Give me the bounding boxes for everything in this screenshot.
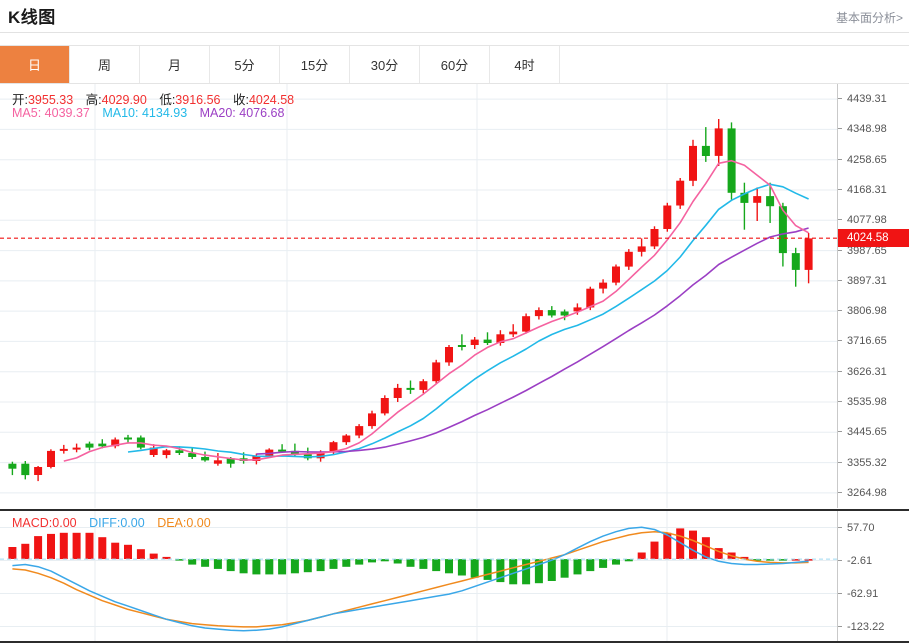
price-axis-tick: 3264.98 (838, 486, 909, 500)
close-label: 收: (232, 93, 249, 107)
macd-panel: MACD:0.00 DIFF:0.00 DEA:0.00 57.70 -2.61-… (0, 509, 909, 643)
price-y-axis: 4439.31 4348.98 4258.65 4168.31 4077.98 3987.… (837, 84, 909, 508)
diff-value: 0.00 (120, 516, 145, 530)
period-tabbar: 日 周 月 5分 15分 30分 60分 4时 (0, 45, 909, 84)
page-title: K线图 (8, 8, 56, 27)
ma5-value: 4039.37 (44, 106, 90, 120)
candlestick-plot-area[interactable] (0, 84, 837, 508)
ma20-label: MA20: (199, 106, 236, 120)
high-value: 4029.90 (101, 93, 147, 107)
macd-value: 0.00 (52, 516, 77, 530)
open-label: 开: (12, 93, 28, 107)
price-axis-tick: 3806.98 (838, 304, 909, 318)
fundamental-analysis-link[interactable]: 基本面分析> (835, 11, 903, 25)
price-axis-tick: 4168.31 (838, 183, 909, 197)
ma20-value: 4076.68 (239, 106, 285, 120)
low-value: 3916.56 (175, 93, 221, 107)
bottom-rule (0, 641, 909, 643)
ma5-label: MA5: (12, 106, 42, 120)
tab-60min[interactable]: 60分 (420, 46, 490, 83)
close-value: 4024.58 (248, 93, 295, 107)
ma-readout: MA5: 4039.37 MA10: 4134.93 MA20: 4076.68 (12, 106, 284, 120)
dea-label: DEA: (157, 516, 187, 530)
macd-axis-tick: 57.70 (838, 521, 909, 535)
macd-y-axis: 57.70 -2.61 -62.91 -123.22 (837, 511, 909, 643)
macd-readout: MACD:0.00 DIFF:0.00 DEA:0.00 (12, 516, 211, 530)
dea-value: 0.00 (186, 516, 211, 530)
macd-axis-tick: -123.22 (838, 620, 909, 634)
macd-plot-area[interactable] (0, 511, 837, 643)
tab-day[interactable]: 日 (0, 46, 70, 83)
current-price-badge: 4024.58 (838, 229, 909, 248)
price-axis-tick: 3355.32 (838, 456, 909, 470)
price-axis-tick: 4077.98 (838, 213, 909, 227)
high-label: 高: (85, 93, 102, 107)
ma10-label: MA10: (102, 106, 139, 120)
open-value: 3955.33 (27, 93, 74, 107)
price-axis-tick: 4439.31 (838, 92, 909, 106)
macd-svg (0, 511, 837, 643)
diff-label: DIFF: (89, 516, 121, 530)
tab-15min[interactable]: 15分 (280, 46, 350, 83)
candlestick-svg (0, 84, 837, 508)
ma10-value: 4134.93 (141, 106, 188, 120)
price-axis-tick: 4348.98 (838, 122, 909, 136)
tab-4hour[interactable]: 4时 (490, 46, 560, 83)
tab-month[interactable]: 月 (140, 46, 210, 83)
low-label: 低: (159, 93, 176, 107)
price-axis-tick: 3897.31 (838, 274, 909, 288)
price-chart-panel: 开:3955.33 高:4029.90 低:3916.56 收:4024.58 … (0, 84, 909, 508)
macd-label: MACD: (12, 516, 53, 530)
macd-axis-tick: -62.91 (838, 587, 909, 601)
price-axis-tick: 3445.65 (838, 425, 909, 439)
price-axis-tick: 3716.65 (838, 334, 909, 348)
tab-5min[interactable]: 5分 (210, 46, 280, 83)
macd-axis-tick: -2.61 (838, 554, 909, 568)
widget-header: K线图 基本面分析> (0, 0, 909, 33)
tab-week[interactable]: 周 (70, 46, 140, 83)
tabbar-filler (560, 46, 909, 83)
price-axis-tick: 4258.65 (838, 153, 909, 167)
ohlc-readout: 开:3955.33 高:4029.90 低:3916.56 收:4024.58 (12, 89, 294, 108)
price-axis-tick: 3535.98 (838, 395, 909, 409)
tab-30min[interactable]: 30分 (350, 46, 420, 83)
price-axis-tick: 3987.65 (838, 244, 909, 258)
price-axis-tick: 3626.31 (838, 365, 909, 379)
